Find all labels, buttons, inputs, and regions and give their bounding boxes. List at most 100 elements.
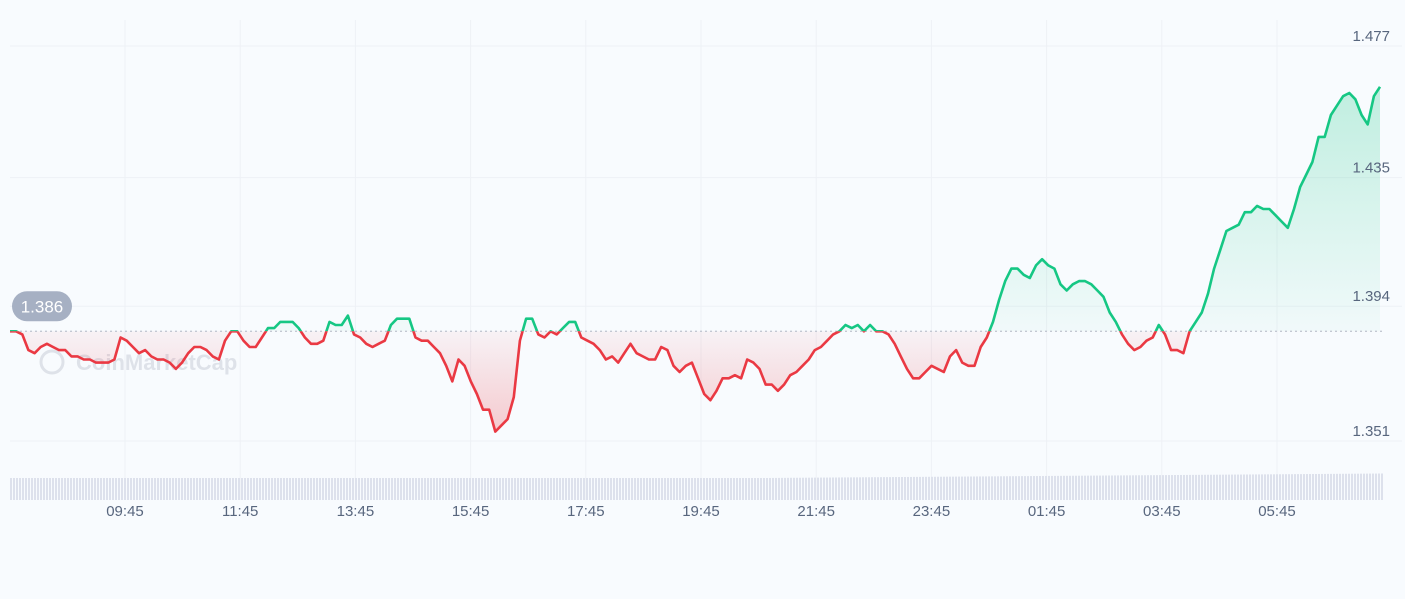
volume-bar: [550, 478, 552, 500]
volume-bar: [1090, 475, 1092, 500]
volume-bar: [739, 478, 741, 500]
volume-bar: [400, 478, 402, 500]
volume-bar: [1168, 475, 1170, 500]
volume-bar: [883, 477, 885, 500]
volume-bar: [322, 478, 324, 500]
volume-bar: [1240, 474, 1242, 500]
volume-bar: [271, 478, 273, 500]
volume-bar: [649, 478, 651, 500]
volume-bar: [1321, 473, 1323, 500]
volume-bar: [19, 478, 21, 500]
volume-bar: [1009, 476, 1011, 500]
volume-bar: [205, 478, 207, 500]
volume-bar: [742, 478, 744, 500]
volume-bar: [328, 478, 330, 500]
volume-bar: [652, 478, 654, 500]
volume-bar: [1261, 474, 1263, 500]
volume-bar: [1357, 473, 1359, 500]
volume-bar: [703, 478, 705, 500]
volume-bar: [1081, 475, 1083, 500]
volume-bar: [451, 478, 453, 500]
volume-bar: [1156, 475, 1158, 500]
volume-bar: [916, 476, 918, 500]
volume-bar: [1153, 475, 1155, 500]
volume-bar: [1060, 475, 1062, 500]
volume-bar: [631, 478, 633, 500]
x-tick-label: 01:45: [1028, 503, 1066, 520]
volume-bar: [997, 476, 999, 500]
volume-bar: [610, 478, 612, 500]
volume-bar: [688, 478, 690, 500]
volume-bar: [1123, 475, 1125, 500]
volume-bar: [1051, 475, 1053, 500]
volume-bar: [421, 478, 423, 500]
volume-bar: [307, 478, 309, 500]
volume-bar: [982, 476, 984, 500]
volume-bar: [1132, 475, 1134, 500]
volume-bar: [778, 477, 780, 500]
volume-bar: [712, 478, 714, 500]
volume-bar: [547, 478, 549, 500]
volume-bar: [595, 478, 597, 500]
volume-bar: [775, 477, 777, 500]
volume-bar: [625, 478, 627, 500]
volume-bar: [856, 477, 858, 500]
volume-bar: [292, 478, 294, 500]
volume-bar: [1255, 474, 1257, 500]
volume-bar: [694, 478, 696, 500]
volume-bar: [682, 478, 684, 500]
volume-bar: [919, 476, 921, 500]
volume-bar: [691, 478, 693, 500]
volume-bar: [340, 478, 342, 500]
volume-bar: [1147, 475, 1149, 500]
volume-bar: [388, 478, 390, 500]
volume-bar: [247, 478, 249, 500]
volume-bar: [613, 478, 615, 500]
volume-bar: [1366, 473, 1368, 500]
x-tick-label: 03:45: [1143, 503, 1181, 520]
volume-bar: [364, 478, 366, 500]
volume-bar: [466, 478, 468, 500]
volume-bar: [1054, 475, 1056, 500]
volume-bar: [28, 478, 30, 500]
volume-bar: [1192, 474, 1194, 500]
volume-bar: [52, 478, 54, 500]
volume-bar: [22, 478, 24, 500]
volume-bar: [238, 478, 240, 500]
x-tick-label: 09:45: [106, 503, 144, 520]
volume-bar: [514, 478, 516, 500]
volume-bar: [448, 478, 450, 500]
volume-bar: [901, 477, 903, 500]
volume-bar: [499, 478, 501, 500]
volume-bar: [1309, 474, 1311, 500]
price-line: [10, 86, 1382, 433]
volume-bar: [1369, 473, 1371, 500]
volume-bar: [82, 478, 84, 500]
volume-bar: [904, 476, 906, 500]
x-tick-label: 21:45: [797, 503, 835, 520]
volume-bar: [1084, 475, 1086, 500]
volume-bar: [646, 478, 648, 500]
volume-bar: [493, 478, 495, 500]
volume-bar: [1207, 474, 1209, 500]
volume-bar: [94, 478, 96, 500]
volume-bar: [373, 478, 375, 500]
volume-bar: [583, 478, 585, 500]
volume-bar: [214, 478, 216, 500]
volume-bar: [1312, 474, 1314, 500]
volume-bar: [286, 478, 288, 500]
volume-bar: [475, 478, 477, 500]
volume-bar: [628, 478, 630, 500]
volume-bar: [283, 478, 285, 500]
volume-bar: [784, 477, 786, 500]
volume-bar: [700, 478, 702, 500]
volume-bar: [88, 478, 90, 500]
volume-bar: [979, 476, 981, 500]
volume-bar: [454, 478, 456, 500]
volume-bar: [1108, 475, 1110, 500]
volume-bar: [1087, 475, 1089, 500]
volume-bar: [724, 478, 726, 500]
volume-bar: [256, 478, 258, 500]
volume-bar: [259, 478, 261, 500]
